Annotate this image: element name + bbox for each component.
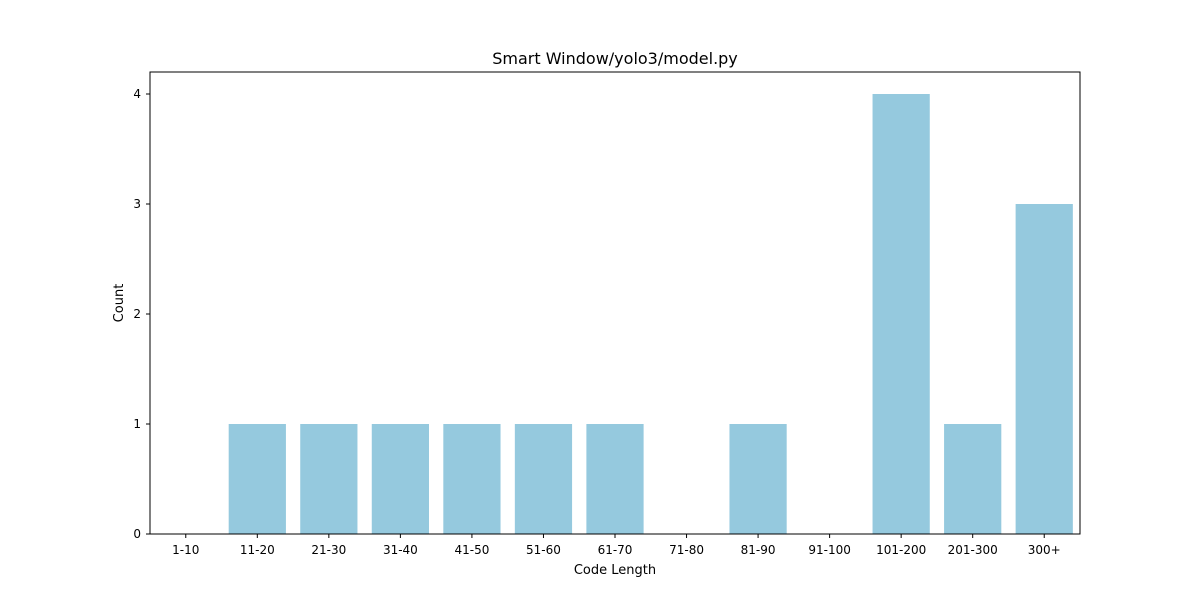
x-tick-label: 300+ xyxy=(1028,543,1061,557)
bar-21-30 xyxy=(300,424,358,534)
y-tick-label: 4 xyxy=(133,87,141,101)
bar-300+ xyxy=(1015,204,1073,534)
x-tick-label: 11-20 xyxy=(240,543,275,557)
x-tick-label: 81-90 xyxy=(741,543,776,557)
x-tick-label: 101-200 xyxy=(876,543,926,557)
plot-area-frame xyxy=(149,71,1081,535)
bar-31-40 xyxy=(371,424,429,534)
bar-81-90 xyxy=(729,424,787,534)
x-axis-label: Code Length xyxy=(574,563,656,578)
y-axis-label: Count xyxy=(112,284,127,323)
bars-group xyxy=(228,94,1073,534)
x-tick-label: 91-100 xyxy=(808,543,851,557)
y-tick-label: 1 xyxy=(133,417,141,431)
y-axis-ticks: 0 1 2 3 4 xyxy=(133,87,150,541)
x-tick-label: 51-60 xyxy=(526,543,561,557)
x-axis-ticks: 1-10 11-20 21-30 31-40 41-50 51-60 61-70 71-80 8… xyxy=(172,534,1061,557)
x-tick-label: 61-70 xyxy=(598,543,633,557)
x-tick-label: 71-80 xyxy=(669,543,704,557)
x-tick-label: 41-50 xyxy=(454,543,489,557)
bar-41-50 xyxy=(443,424,501,534)
y-tick-label: 3 xyxy=(133,197,141,211)
x-tick-label: 1-10 xyxy=(172,543,199,557)
bar-101-200 xyxy=(872,94,930,534)
chart-title: Smart Window/yolo3/model.py xyxy=(492,49,738,68)
bar-201-300 xyxy=(944,424,1002,534)
bar-61-70 xyxy=(586,424,644,534)
x-tick-label: 21-30 xyxy=(311,543,346,557)
y-tick-label: 2 xyxy=(133,307,141,321)
x-tick-label: 31-40 xyxy=(383,543,418,557)
x-tick-label: 201-300 xyxy=(948,543,998,557)
y-tick-label: 0 xyxy=(133,527,141,541)
bar-11-20 xyxy=(228,424,286,534)
bar-51-60 xyxy=(514,424,573,534)
